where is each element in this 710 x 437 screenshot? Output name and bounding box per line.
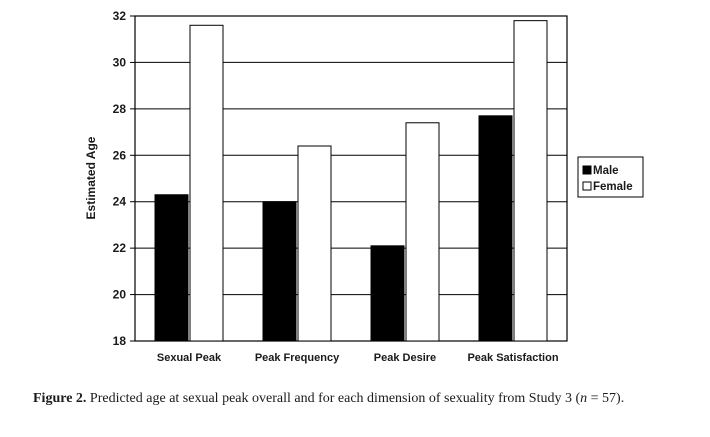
x-tick-label: Peak Frequency (255, 352, 340, 364)
y-tick-label: 24 (113, 195, 127, 209)
y-tick-label: 18 (113, 334, 127, 348)
bar-male-4 (478, 115, 513, 342)
plot-area-frame (134, 15, 568, 342)
y-tick-label: 26 (113, 148, 127, 162)
y-axis-title: Estimated Age (84, 136, 98, 219)
y-tick-label: 32 (113, 9, 127, 23)
y-tick-label: 20 (113, 288, 127, 302)
y-tick-label: 22 (113, 241, 127, 255)
legend: Male Female (577, 156, 644, 198)
y-axis-ticks: 18 20 22 24 26 28 30 32 (113, 9, 135, 348)
caption-label: Figure 2. (33, 391, 87, 406)
bar-female-3 (405, 122, 440, 342)
caption-n-value: = 57). (587, 391, 625, 406)
legend-label-male: Male (593, 165, 619, 177)
legend-label-female: Female (593, 181, 633, 193)
y-tick-label: 28 (113, 102, 127, 116)
bar-female-1 (189, 24, 224, 342)
bar-male-2 (262, 201, 297, 342)
x-tick-label: Sexual Peak (157, 352, 222, 364)
x-axis-labels: Sexual Peak Peak Frequency Peak Desire Peak… (157, 352, 559, 364)
y-tick-label: 30 (113, 55, 127, 69)
bar-female-4 (513, 20, 548, 342)
caption-n-symbol: n (580, 391, 588, 406)
bar-male-3 (370, 245, 405, 342)
figure-caption: Figure 2. Predicted age at sexual peak o… (33, 389, 708, 409)
x-tick-label: Peak Satisfaction (467, 352, 558, 364)
bars (154, 20, 548, 342)
bar-female-2 (297, 145, 332, 342)
legend-swatch-male (582, 165, 592, 175)
x-tick-label: Peak Desire (374, 352, 436, 364)
legend-swatch-female (582, 181, 592, 191)
bar-male-1 (154, 194, 189, 342)
caption-text: Predicted age at sexual peak overall and… (86, 391, 581, 406)
